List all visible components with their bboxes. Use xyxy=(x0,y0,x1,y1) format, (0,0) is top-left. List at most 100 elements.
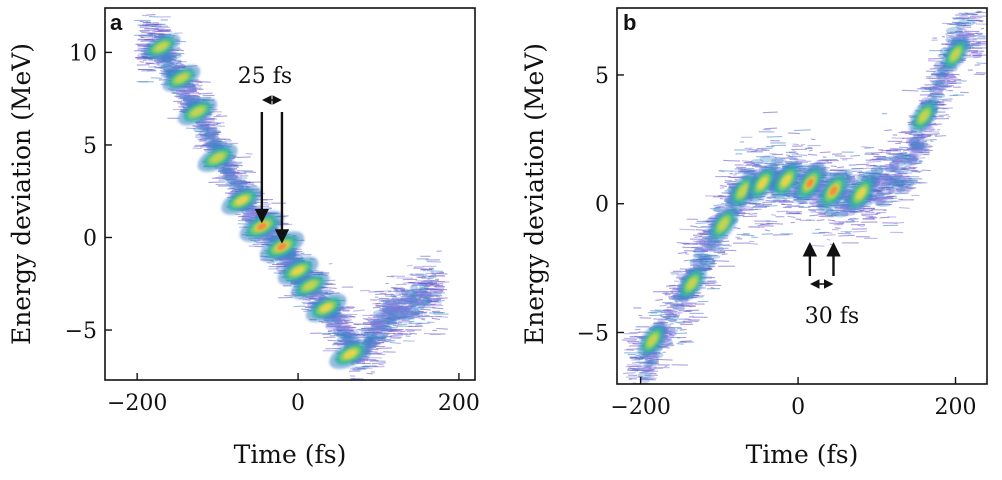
density-core xyxy=(160,63,173,71)
density-streak xyxy=(365,329,379,331)
density-streak xyxy=(650,310,663,312)
density-core xyxy=(161,57,173,63)
density-streak xyxy=(382,340,390,343)
density-core xyxy=(689,258,704,267)
peak-blob xyxy=(303,281,317,290)
density-core xyxy=(182,95,194,103)
density-streak xyxy=(921,169,931,172)
density-streak xyxy=(712,260,730,262)
peak-blob xyxy=(155,42,168,52)
density-streak xyxy=(432,307,444,310)
density-core xyxy=(934,80,945,89)
density-streak xyxy=(656,358,673,361)
density-core xyxy=(395,305,411,312)
density-core xyxy=(204,132,214,138)
density-core xyxy=(336,326,350,333)
density-core xyxy=(419,283,430,290)
density-streak xyxy=(930,87,945,90)
density-streak xyxy=(918,182,925,184)
density-streak xyxy=(809,209,817,212)
peak-blob xyxy=(211,153,224,163)
density-streak xyxy=(148,34,157,37)
density-streak xyxy=(390,334,403,337)
density-core xyxy=(156,60,174,68)
density-core xyxy=(371,327,389,333)
density-streak xyxy=(951,21,962,24)
density-streak xyxy=(213,115,228,118)
density-streak xyxy=(159,72,171,75)
density-core xyxy=(336,332,355,338)
density-streak xyxy=(750,150,757,153)
density-streak xyxy=(696,261,706,264)
density-core xyxy=(160,63,179,71)
density-streak xyxy=(911,170,921,173)
density-core xyxy=(771,158,784,164)
density-streak xyxy=(237,156,251,159)
density-core xyxy=(692,253,703,258)
density-core xyxy=(874,187,886,192)
density-core xyxy=(774,158,787,164)
density-streak xyxy=(921,135,931,138)
density-streak xyxy=(157,67,162,70)
peak-blob xyxy=(718,218,729,231)
density-core xyxy=(934,79,946,85)
density-streak xyxy=(390,307,406,310)
density-core xyxy=(360,328,376,337)
density-core xyxy=(907,146,924,154)
panel-a-letter: a xyxy=(110,10,123,35)
density-streak xyxy=(293,305,306,308)
density-streak xyxy=(240,185,257,187)
density-streak xyxy=(809,214,819,217)
y-tick-label: 0 xyxy=(83,226,97,251)
density-streak xyxy=(795,154,808,157)
density-streak xyxy=(819,151,831,154)
density-core xyxy=(394,306,412,314)
density-core xyxy=(911,140,928,148)
density-streak xyxy=(426,270,443,273)
density-streak xyxy=(695,229,705,231)
density-core xyxy=(227,171,243,180)
density-streak xyxy=(718,170,733,172)
density-streak xyxy=(176,62,182,64)
density-streak xyxy=(245,152,253,155)
density-core xyxy=(902,153,918,161)
density-streak xyxy=(431,273,437,276)
density-core xyxy=(928,92,946,99)
density-core xyxy=(885,168,902,173)
density-streak xyxy=(698,257,714,260)
density-streak xyxy=(640,377,657,380)
density-streak xyxy=(776,210,789,213)
density-streak xyxy=(970,42,987,45)
density-streak xyxy=(717,205,724,208)
y-tick-label: −5 xyxy=(65,319,97,344)
density-core xyxy=(400,310,416,318)
x-tick-label: 200 xyxy=(438,391,480,416)
density-core xyxy=(888,155,900,161)
density-core xyxy=(874,202,892,207)
density-streak xyxy=(909,159,918,162)
density-streak xyxy=(891,172,908,176)
density-core xyxy=(879,182,891,189)
panel-a-x-axis-title: Time (fs) xyxy=(234,440,347,469)
density-core xyxy=(892,155,903,163)
density-core xyxy=(935,71,947,79)
density-streak xyxy=(749,226,760,228)
density-streak xyxy=(402,299,412,302)
density-streak xyxy=(946,23,963,26)
density-core xyxy=(221,173,238,181)
density-streak xyxy=(693,240,704,243)
density-streak xyxy=(970,51,979,54)
density-core xyxy=(205,140,221,148)
panel-a-peaks xyxy=(142,33,372,369)
density-core xyxy=(637,365,653,370)
density-streak xyxy=(388,336,402,338)
density-streak xyxy=(672,307,679,310)
density-core xyxy=(935,74,949,82)
density-core xyxy=(193,125,211,133)
density-streak xyxy=(850,154,861,157)
density-streak xyxy=(426,261,441,263)
density-core xyxy=(697,238,712,247)
density-streak xyxy=(399,312,409,314)
density-streak xyxy=(890,170,904,173)
density-core xyxy=(392,312,407,320)
